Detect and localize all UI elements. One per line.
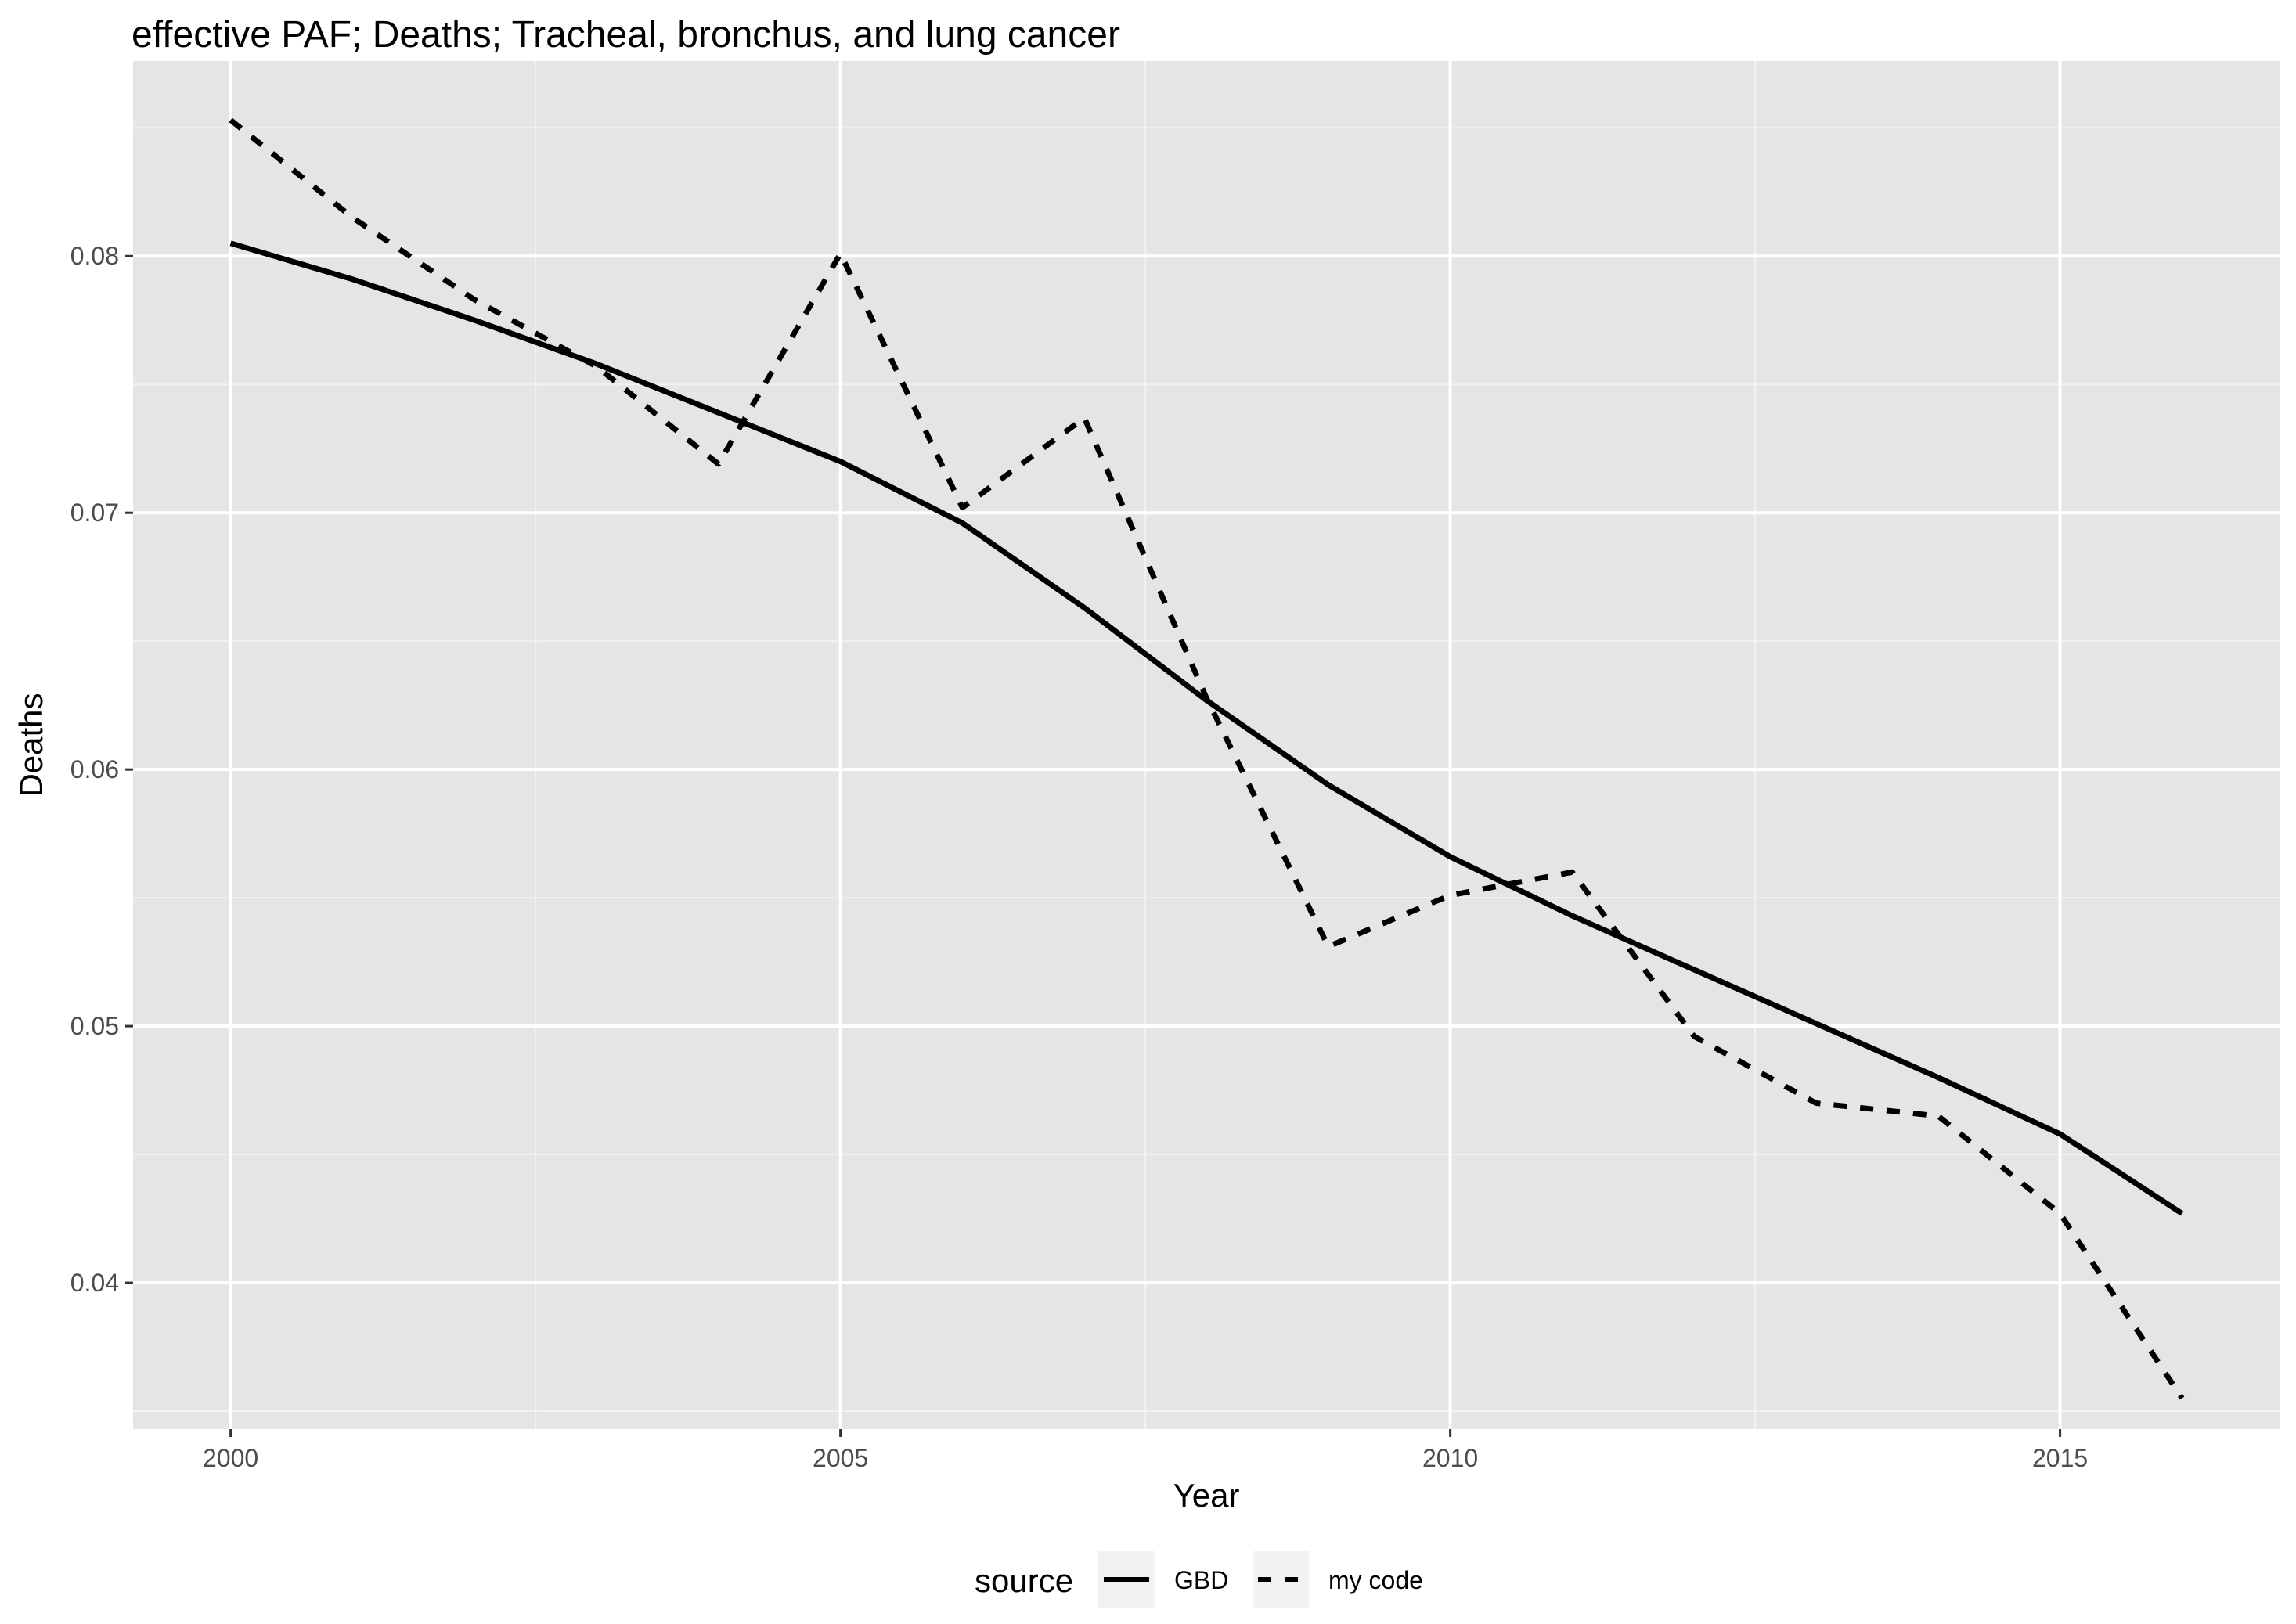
x-tick-label: 2010 — [1422, 1444, 1478, 1472]
legend: source GBD my code — [975, 1551, 1423, 1608]
y-tick-label: 0.08 — [70, 242, 119, 270]
series-line-my-code — [229, 117, 2185, 1400]
legend-label-my-code: my code — [1328, 1566, 1423, 1594]
x-axis: 2000 2005 2010 2015 — [203, 1429, 2088, 1472]
y-tick-label: 0.05 — [70, 1012, 119, 1040]
major-gridlines — [133, 61, 2280, 1429]
x-tick-label: 2000 — [203, 1444, 258, 1472]
series-layer — [229, 117, 2185, 1400]
x-axis-title: Year — [1173, 1477, 1240, 1514]
y-axis-title: Deaths — [13, 693, 49, 797]
x-tick-label: 2015 — [2032, 1444, 2088, 1472]
y-tick-label: 0.06 — [70, 755, 119, 783]
plot-panel — [133, 61, 2280, 1429]
y-tick-label: 0.04 — [70, 1269, 119, 1297]
y-tick-label: 0.07 — [70, 499, 119, 527]
chart-title: effective PAF; Deaths; Tracheal, bronchu… — [132, 14, 1120, 56]
legend-title: source — [975, 1562, 1073, 1599]
legend-label-gbd: GBD — [1174, 1566, 1228, 1594]
x-tick-label: 2005 — [813, 1444, 868, 1472]
minor-gridlines — [133, 61, 2280, 1429]
y-axis: 0.04 0.05 0.06 0.07 0.08 — [70, 242, 133, 1297]
